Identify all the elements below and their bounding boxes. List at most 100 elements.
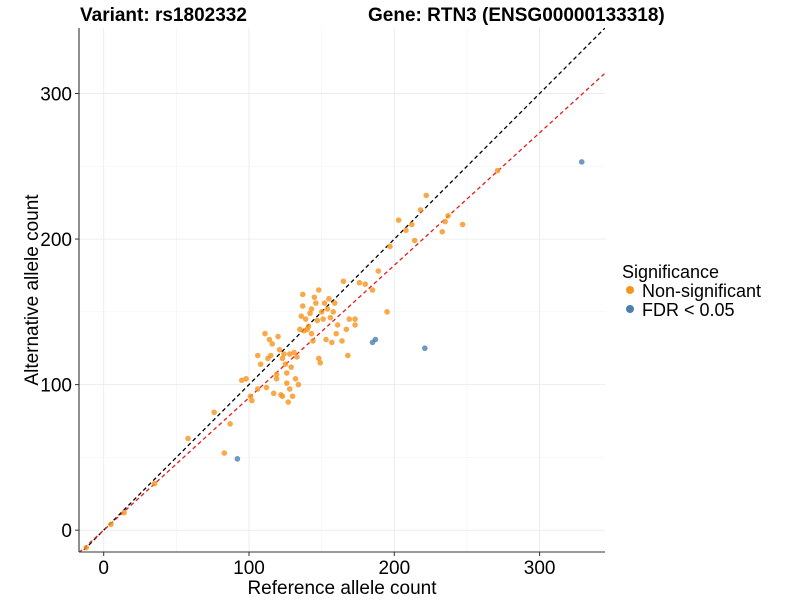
- point-non-significant: [108, 521, 114, 528]
- point-non-significant: [423, 192, 430, 199]
- point-non-significant: [324, 306, 331, 312]
- point-non-significant: [318, 309, 325, 315]
- point-non-significant: [333, 330, 339, 337]
- point-non-significant: [305, 323, 312, 330]
- point-non-significant: [273, 375, 280, 382]
- point-non-significant: [227, 421, 233, 427]
- point-non-significant: [494, 167, 501, 174]
- point-non-significant: [262, 330, 268, 337]
- point-non-significant: [311, 294, 318, 301]
- point-non-significant: [346, 316, 353, 322]
- point-non-significant: [387, 243, 393, 250]
- x-axis-title: Reference allele count: [247, 578, 437, 599]
- reference-lines: [79, 28, 605, 552]
- point-fdr-0-05: [372, 336, 379, 343]
- point-non-significant: [315, 355, 322, 362]
- point-non-significant: [445, 212, 451, 219]
- identity-line: [80, 28, 605, 552]
- point-fdr-0-05: [578, 159, 585, 165]
- point-non-significant: [249, 397, 255, 404]
- point-non-significant: [83, 544, 90, 551]
- x-tick-label: 0: [98, 558, 109, 579]
- point-non-significant: [384, 309, 390, 315]
- point-non-significant: [270, 390, 277, 397]
- grid: [79, 28, 605, 552]
- y-tick-label: 300: [40, 85, 72, 106]
- point-non-significant: [269, 341, 276, 347]
- point-non-significant: [362, 281, 369, 287]
- point-non-significant: [326, 295, 332, 302]
- point-non-significant: [408, 221, 415, 228]
- point-non-significant: [307, 310, 313, 317]
- point-non-significant: [295, 381, 302, 388]
- point-non-significant: [317, 359, 324, 366]
- point-non-significant: [411, 237, 418, 244]
- point-non-significant: [327, 314, 334, 321]
- axes: 0 100 200 300 0 100 200 300: [40, 28, 605, 579]
- point-non-significant: [352, 316, 358, 322]
- point-non-significant: [276, 346, 283, 353]
- point-non-significant: [314, 317, 321, 324]
- point-non-significant: [310, 338, 316, 344]
- legend-title: Significance: [622, 262, 719, 282]
- legend-label-fdr: FDR < 0.05: [642, 300, 735, 320]
- point-non-significant: [459, 221, 466, 228]
- point-non-significant: [268, 352, 274, 359]
- point-non-significant: [292, 375, 299, 382]
- point-non-significant: [285, 399, 292, 405]
- point-non-significant: [243, 375, 249, 382]
- point-non-significant: [286, 386, 293, 392]
- point-non-significant: [352, 322, 358, 328]
- legend: Significance Non-significant FDR < 0.05: [622, 262, 761, 320]
- point-non-significant: [417, 207, 424, 213]
- point-non-significant: [286, 351, 293, 357]
- point-non-significant: [257, 361, 264, 368]
- legend-label-non-significant: Non-significant: [642, 281, 761, 301]
- point-fdr-0-05: [422, 345, 428, 352]
- y-tick-label: 100: [40, 376, 72, 397]
- point-non-significant: [281, 351, 287, 357]
- point-non-significant: [395, 217, 402, 223]
- point-non-significant: [151, 480, 158, 487]
- point-non-significant: [282, 361, 289, 368]
- point-non-significant: [299, 303, 306, 309]
- point-non-significant: [288, 364, 294, 370]
- data-points: [83, 159, 585, 551]
- y-axis-title: Alternative allele count: [22, 194, 43, 386]
- y-tick-label: 0: [61, 521, 72, 542]
- point-non-significant: [340, 278, 347, 285]
- point-non-significant: [294, 354, 300, 360]
- point-non-significant: [291, 349, 297, 356]
- point-non-significant: [273, 371, 280, 378]
- point-non-significant: [283, 380, 290, 386]
- point-non-significant: [375, 268, 382, 274]
- point-fdr-0-05: [234, 456, 241, 462]
- point-non-significant: [266, 336, 273, 343]
- point-non-significant: [439, 228, 446, 235]
- point-non-significant: [289, 393, 296, 400]
- point-non-significant: [279, 355, 286, 362]
- fitted-line: [79, 72, 605, 552]
- legend-swatch-fdr: [626, 305, 634, 313]
- chart-title-variant: Variant: rs1802332: [80, 5, 247, 26]
- point-non-significant: [343, 326, 350, 333]
- point-non-significant: [331, 300, 338, 306]
- point-non-significant: [254, 386, 261, 392]
- point-non-significant: [221, 450, 228, 456]
- chart-title-gene: Gene: RTN3 (ENSG00000133318): [368, 5, 665, 26]
- point-non-significant: [369, 287, 376, 293]
- point-non-significant: [279, 393, 286, 400]
- point-non-significant: [254, 352, 261, 359]
- point-non-significant: [238, 377, 245, 384]
- point-non-significant: [298, 313, 305, 320]
- point-non-significant: [302, 316, 309, 322]
- point-non-significant: [297, 326, 303, 333]
- point-non-significant: [308, 306, 315, 312]
- legend-swatch-non-significant: [626, 286, 634, 294]
- point-non-significant: [263, 384, 270, 391]
- point-non-significant: [403, 227, 409, 234]
- point-non-significant: [315, 287, 322, 293]
- point-non-significant: [330, 309, 337, 315]
- point-non-significant: [275, 333, 281, 340]
- point-non-significant: [345, 352, 351, 359]
